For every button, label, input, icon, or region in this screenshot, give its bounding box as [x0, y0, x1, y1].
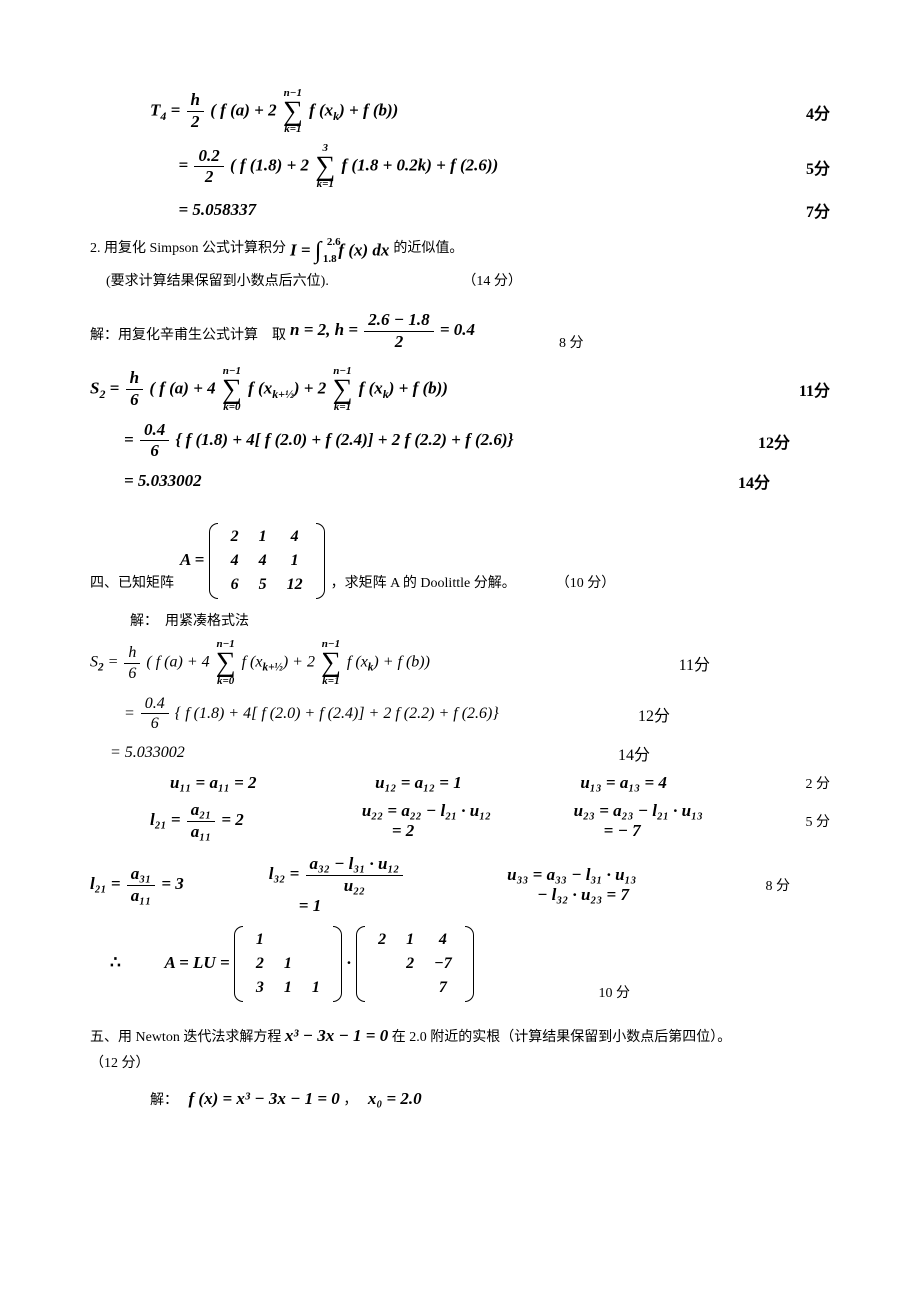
eq-s2b-line3: = 5.033002 14分 [90, 741, 830, 765]
eq-s2b-line2: = 0.46 { f (1.8) + 4[ f (2.0) + f (2.4)]… [90, 695, 830, 733]
u-row-2: l₂₁ = a₂₁a₁₁ = 2 u₂₂ = a₂₂ − l₂₁ · u₁₂ =… [90, 801, 830, 841]
problem-2: 2. 用复化 Simpson 公式计算积分 I = ∫2.61.8 f (x) … [90, 234, 830, 264]
eq-t4-line1: T4 = h2 ( f (a) + 2 n−1∑k=1 f (xk) + f (… [90, 88, 830, 135]
problem-2-req: (要求计算结果保留到小数点后六位). （14 分） [90, 271, 830, 293]
score-5: 5分 [806, 155, 830, 179]
solution-2-header: 解：用复化辛甫生公式计算 取 n = 2, h = 2.6 − 1.82 = 0… [90, 311, 830, 351]
t4-lhs: T [150, 101, 160, 120]
eq-s2-line2: = 0.46 { f (1.8) + 4[ f (2.0) + f (2.4)]… [90, 421, 830, 461]
eq-t4-line2: = 0.22 ( f (1.8) + 2 3∑k=1 f (1.8 + 0.2k… [90, 143, 830, 190]
eq-s2-line3: = 5.033002 14分 [90, 469, 830, 493]
eq-t4-line3: = 5.058337 7分 [90, 198, 830, 222]
lu-result: ∴ A = LU = 1 21 311 · 214 2−7 7 10 分 [90, 926, 830, 1002]
matrix-U: 214 2−7 7 [356, 926, 474, 1002]
solution-5: 解： f (x) = x³ − 3x − 1 = 0 ， x₀ = 2.0 [90, 1085, 830, 1112]
problem-5: 五、用 Newton 迭代法求解方程 x³ − 3x − 1 = 0 在 2.0… [90, 1022, 830, 1049]
matrix-A: 214 441 6512 [209, 523, 325, 599]
score-4: 4分 [806, 100, 830, 124]
u-row-3: l₂₁ = a₃₁a₁₁ = 3 l₃₂ = a₃₂ − l₃₁ · u₁₂u₂… [90, 855, 830, 915]
u-row-1: u₁₁ = a₁₁ = 2 u₁₂ = a₁₂ = 1 u₁₃ = a₁₃ = … [90, 773, 830, 793]
score-7: 7分 [806, 198, 830, 222]
eq-s2-line1: S2 = h6 ( f (a) + 4 n−1∑k=0 f (xk+½) + 2… [90, 366, 830, 413]
matrix-L: 1 21 311 [234, 926, 342, 1002]
problem-4: 四、已知矩阵 A = 214 441 6512 ，求矩阵 A 的 Doolitt… [90, 523, 830, 599]
problem-5-score: （12 分） [90, 1053, 830, 1075]
eq-s2b-line1: S2 = h6 ( f (a) + 4 n−1∑k=0 f (xk+½) + 2… [90, 639, 830, 686]
solution-4-label: 解： 用紧凑格式法 [90, 611, 830, 633]
